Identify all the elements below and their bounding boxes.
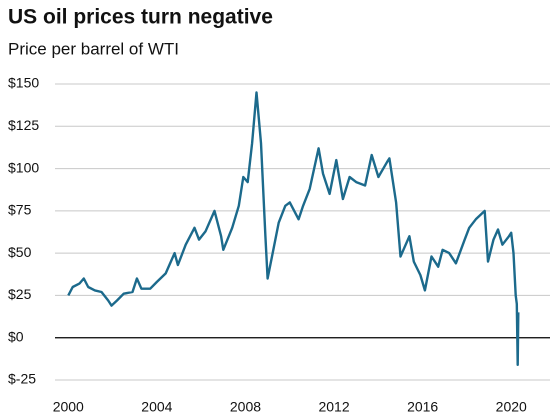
y-tick-label: $100 bbox=[8, 159, 39, 175]
x-tick-label: 2020 bbox=[496, 399, 527, 415]
chart-title: US oil prices turn negative bbox=[8, 6, 273, 29]
y-tick-label: $125 bbox=[8, 117, 39, 133]
x-tick-label: 2004 bbox=[141, 399, 172, 415]
y-tick-label: $-25 bbox=[8, 371, 36, 387]
y-tick-label: $75 bbox=[8, 202, 32, 218]
price-line bbox=[67, 91, 520, 366]
y-tick-label: $50 bbox=[8, 244, 32, 260]
x-tick-label: 2000 bbox=[53, 399, 84, 415]
x-tick-label: 2012 bbox=[318, 399, 349, 415]
y-tick-label: $150 bbox=[8, 75, 39, 91]
y-tick-label: $25 bbox=[8, 286, 32, 302]
x-tick-label: 2016 bbox=[407, 399, 438, 415]
y-tick-label: $0 bbox=[8, 328, 24, 344]
x-tick-label: 2008 bbox=[230, 399, 261, 415]
chart-subtitle: Price per barrel of WTI bbox=[8, 39, 179, 58]
